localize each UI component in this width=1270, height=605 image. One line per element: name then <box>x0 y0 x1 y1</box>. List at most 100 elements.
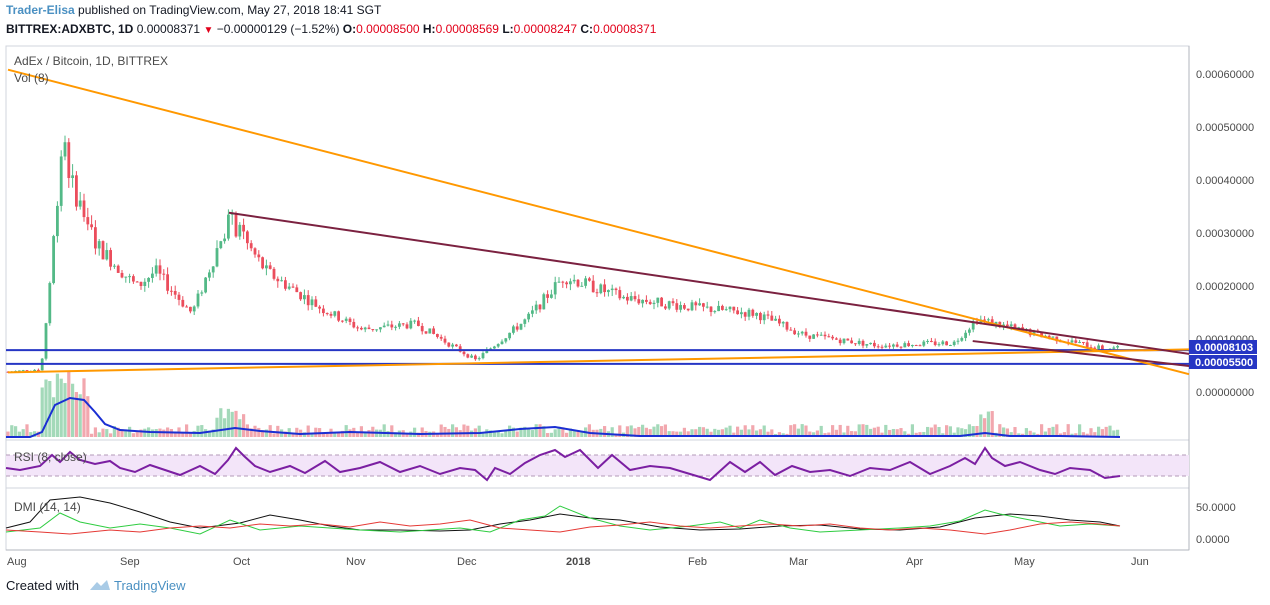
candle <box>443 338 447 343</box>
candle <box>261 257 264 269</box>
candle <box>360 327 363 330</box>
trendline-purple-descending-2 <box>972 340 1190 367</box>
candle <box>109 250 112 267</box>
volume-bar <box>709 431 713 437</box>
volume-bar <box>865 424 869 437</box>
volume-bar <box>656 424 660 437</box>
volume-bar <box>1013 427 1017 437</box>
price-tag-upper <box>1189 340 1257 354</box>
volume-bar <box>1005 428 1009 437</box>
candle <box>48 283 52 324</box>
candle <box>493 346 496 349</box>
candle <box>831 336 834 339</box>
volume-bar <box>21 429 25 437</box>
candle <box>291 286 295 288</box>
volume-bar <box>671 431 675 437</box>
volume-bar <box>1062 432 1066 437</box>
volume-bar <box>686 431 690 437</box>
volume-bar <box>853 431 857 437</box>
volume-bar <box>903 431 907 437</box>
candle <box>432 328 435 334</box>
volume-bar <box>888 429 892 437</box>
candle <box>481 353 485 359</box>
time-tick: Apr <box>906 556 923 568</box>
candle <box>664 306 667 309</box>
candle <box>424 331 428 334</box>
volume-bar <box>1047 427 1051 437</box>
candle <box>607 290 610 293</box>
candle <box>671 301 675 304</box>
volume-bar <box>610 427 614 437</box>
publish-header: Trader-Elisa published on TradingView.co… <box>6 3 381 17</box>
candle <box>964 332 967 339</box>
volume-bar <box>637 426 641 437</box>
volume-bar <box>648 429 652 437</box>
volume-bar <box>63 383 67 437</box>
symbol-label: BITTREX:ADXBTC, 1D <box>6 22 134 36</box>
volume-bar <box>895 429 899 437</box>
volume-bar <box>435 433 439 437</box>
candle <box>937 344 941 346</box>
candle <box>956 340 960 342</box>
candle <box>90 224 93 228</box>
volume-bar <box>29 432 33 437</box>
candle <box>949 345 952 347</box>
candle <box>135 281 139 283</box>
volume-bar <box>90 433 94 437</box>
candle <box>166 274 169 291</box>
candle <box>1055 336 1059 342</box>
volume-bar <box>1009 432 1013 437</box>
candle <box>451 344 454 347</box>
volume-bar <box>998 424 1002 437</box>
volume-bar <box>549 432 553 437</box>
candle <box>531 310 534 314</box>
volume-bar <box>1051 426 1055 437</box>
candle <box>971 321 975 330</box>
volume-bar <box>983 418 987 437</box>
volume-bar <box>713 428 717 437</box>
candle <box>683 305 686 309</box>
candle <box>983 319 986 321</box>
candle <box>455 344 458 347</box>
tradingview-brand[interactable]: TradingView <box>114 578 186 593</box>
candle <box>569 281 572 285</box>
candle <box>234 213 238 237</box>
candle <box>500 341 504 345</box>
volume-bar <box>405 433 409 437</box>
candle <box>690 302 694 311</box>
volume-bar <box>477 425 481 437</box>
candle <box>945 341 948 346</box>
candle <box>272 268 276 279</box>
volume-bar <box>128 426 132 437</box>
candle <box>835 338 838 340</box>
candle <box>576 279 580 287</box>
candle <box>622 296 625 299</box>
candle <box>527 313 530 320</box>
volume-bar <box>990 411 994 437</box>
candle <box>120 272 124 278</box>
candle <box>242 224 245 232</box>
author-name[interactable]: Trader-Elisa <box>6 3 75 17</box>
close-label: C: <box>580 22 594 36</box>
volume-bar <box>914 432 918 437</box>
price-pane[interactable] <box>5 45 1190 441</box>
volume-bar <box>131 433 135 437</box>
candle <box>78 200 82 207</box>
candle <box>177 294 181 300</box>
volume-bar <box>181 431 185 437</box>
volume-bar <box>511 427 515 437</box>
candle <box>173 291 177 295</box>
down-arrow-icon: ▼ <box>203 25 214 36</box>
candle <box>504 338 508 342</box>
candle <box>603 284 606 293</box>
candle <box>865 344 869 346</box>
candle <box>808 335 812 339</box>
volume-bar <box>1100 429 1104 437</box>
candle <box>287 286 291 289</box>
volume-bar <box>633 428 637 437</box>
candle <box>854 343 857 345</box>
volume-bar <box>663 424 667 437</box>
candle <box>515 326 519 330</box>
volume-bar <box>439 424 443 437</box>
